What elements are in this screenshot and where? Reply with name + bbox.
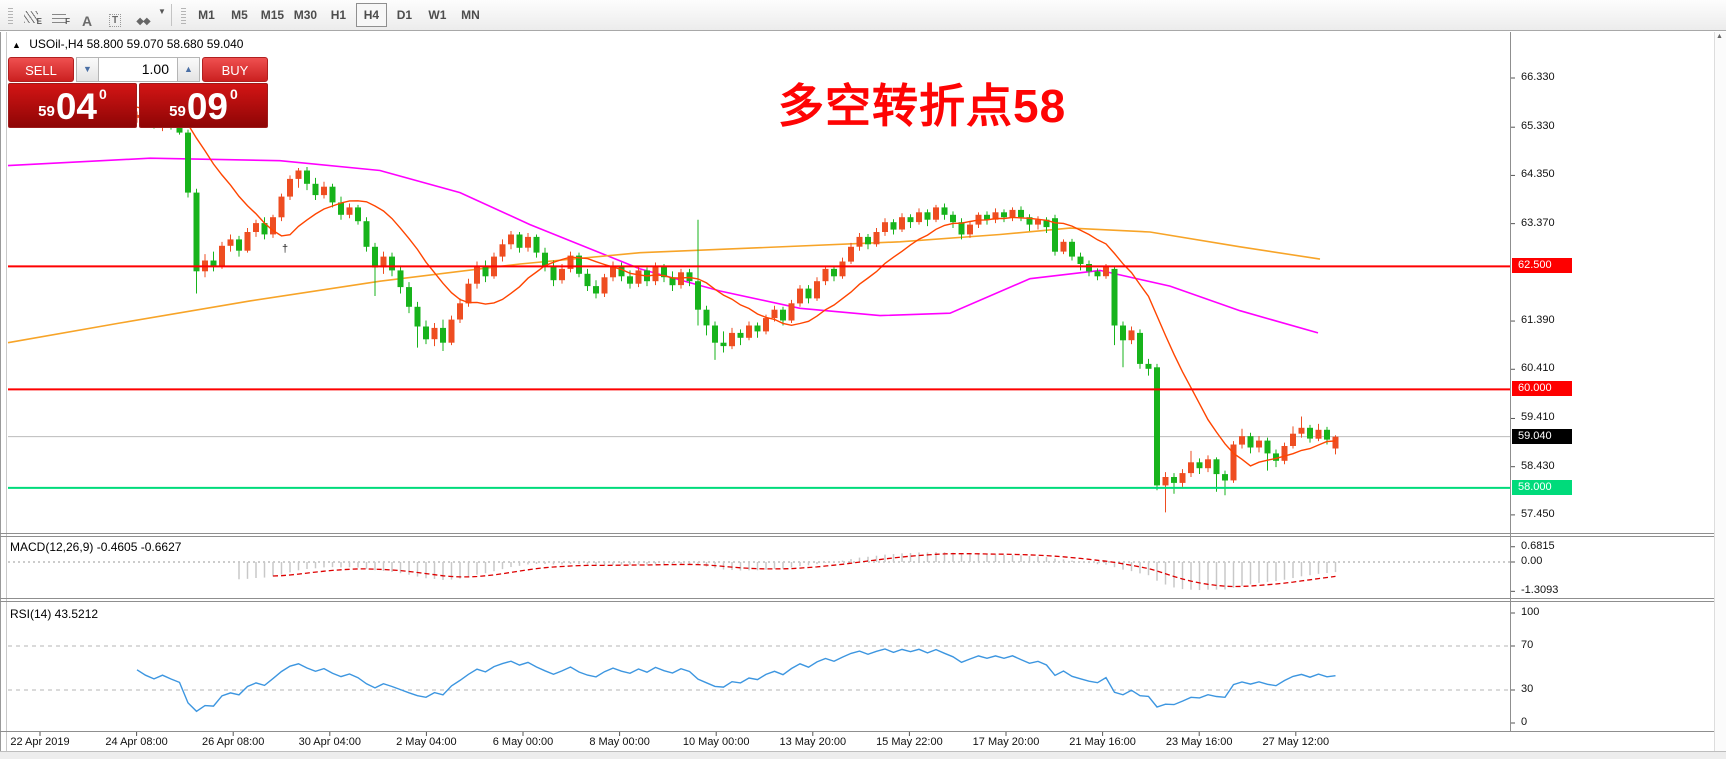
time-axis-label: 13 May 20:00 <box>779 736 847 748</box>
price-tick-label: 60.410 <box>1521 362 1555 375</box>
chevron-down-icon[interactable]: ▼ <box>158 6 166 16</box>
price-tick-label: 64.350 <box>1521 168 1555 181</box>
symbol-timeframe-label: USOil-,H4 <box>29 37 84 51</box>
rsi-panel-splitter[interactable] <box>0 598 1726 599</box>
time-axis-label: 21 May 16:00 <box>1069 736 1136 748</box>
timeframe-button-w1[interactable]: W1 <box>428 8 447 22</box>
sell-price-box[interactable]: 59 04 0 <box>8 83 137 128</box>
time-axis-label: 30 Apr 04:00 <box>298 736 361 748</box>
one-click-trading-panel: SELL ▼ 1.00 ▲ BUY 59 04 0 59 09 0 <box>8 57 268 128</box>
time-axis-label: 10 May 00:00 <box>682 736 750 748</box>
timeframe-button-h1[interactable]: H1 <box>330 8 347 22</box>
rsi-panel-splitter-inner <box>0 601 1726 602</box>
time-axis-label: 2 May 04:00 <box>396 736 457 748</box>
time-axis-label: 27 May 12:00 <box>1262 736 1330 748</box>
volume-input[interactable]: 1.00 <box>99 57 177 82</box>
timeframe-button-m30[interactable]: M30 <box>293 8 318 22</box>
price-tick-label: 59.410 <box>1521 411 1555 424</box>
level-price-badge: 58.000 <box>1512 479 1572 495</box>
arrow-objects-icon[interactable]: ◆◆ <box>136 16 150 27</box>
buy-button[interactable]: BUY <box>202 57 268 82</box>
price-tick-label: 58.430 <box>1521 459 1555 472</box>
price-tick-label: 65.330 <box>1521 120 1555 133</box>
chart-title: ▲ USOil-,H4 58.800 59.070 58.680 59.040 <box>12 37 243 51</box>
buy-price-int: 59 <box>169 103 186 120</box>
sell-price-point: 0 <box>99 86 107 102</box>
time-axis-line <box>0 731 1726 732</box>
time-axis-label: 6 May 00:00 <box>492 736 554 748</box>
buy-price-box[interactable]: 59 09 0 <box>139 83 268 128</box>
timeframe-button-m1[interactable]: M1 <box>198 8 215 22</box>
window-bottom-border <box>0 751 1726 759</box>
equidistant-channel-icon[interactable]: E <box>17 3 45 27</box>
vertical-scrollbar[interactable] <box>1714 32 1726 751</box>
text-label-icon[interactable]: T <box>101 3 129 27</box>
timeframe-button-m15[interactable]: M15 <box>260 8 285 22</box>
time-axis-label: 15 May 22:00 <box>876 736 943 748</box>
level-price-badge: 62.500 <box>1512 258 1572 274</box>
volume-increase-icon[interactable]: ▲ <box>177 57 200 82</box>
buy-price-pips: 09 <box>186 86 229 128</box>
macd-tick-label: -1.3093 <box>1521 584 1559 597</box>
chart-annotation-text: 多空转折点58 <box>778 80 1067 132</box>
price-tick-label: 63.370 <box>1521 216 1555 229</box>
macd-panel-splitter-inner <box>0 536 1726 537</box>
timeframe-button-d1[interactable]: D1 <box>396 8 413 22</box>
collapse-triangle-icon[interactable]: ▲ <box>12 40 21 50</box>
macd-tick-label: 0.6815 <box>1521 539 1555 552</box>
rsi-tick-label: 30 <box>1521 683 1534 695</box>
text-icon[interactable]: A <box>81 13 93 29</box>
toolbar-drag-handle[interactable] <box>8 6 13 24</box>
sell-price-pips: 04 <box>55 86 98 128</box>
price-tick-label: 57.450 <box>1521 507 1555 520</box>
price-tick-label: 66.330 <box>1521 71 1555 83</box>
timeframe-button-m5[interactable]: M5 <box>231 8 248 22</box>
current-price-badge: 59.040 <box>1512 428 1572 444</box>
time-axis-label: 24 Apr 08:00 <box>105 736 168 748</box>
time-axis-label: 26 Apr 08:00 <box>201 736 265 748</box>
timeframe-button-h4[interactable]: H4 <box>355 3 387 27</box>
toolbar-separator <box>170 4 172 26</box>
price-tick-label: 61.390 <box>1521 314 1555 327</box>
rsi-tick-label: 0 <box>1521 716 1528 728</box>
chart-object-marker: † <box>282 243 289 255</box>
window-left-border-inner <box>6 32 7 758</box>
time-axis-label: 22 Apr 2019 <box>10 736 70 748</box>
ohlc-values: 58.800 59.070 58.680 59.040 <box>86 37 244 51</box>
fibonacci-retracement-icon[interactable]: F <box>45 3 73 27</box>
level-price-badge: 60.000 <box>1512 381 1572 397</box>
rsi-tick-label: 100 <box>1521 606 1540 618</box>
time-axis-label: 17 May 20:00 <box>972 736 1040 748</box>
macd-panel-splitter[interactable] <box>0 533 1726 534</box>
sell-button[interactable]: SELL <box>8 57 74 82</box>
macd-tick-label: 0.00 <box>1521 555 1543 567</box>
scroll-up-icon[interactable]: ▲ <box>1716 33 1723 40</box>
volume-decrease-icon[interactable]: ▼ <box>76 57 99 82</box>
volume-stepper: ▼ 1.00 ▲ <box>76 57 200 82</box>
rsi-indicator-label: RSI(14) 43.5212 <box>10 607 99 621</box>
price-axis-line <box>1510 32 1511 731</box>
sell-price-int: 59 <box>38 103 55 120</box>
buy-price-point: 0 <box>230 86 238 102</box>
window-left-border <box>0 32 1 758</box>
macd-indicator-label: MACD(12,26,9) -0.4605 -0.6627 <box>10 540 182 554</box>
time-axis-label: 23 May 16:00 <box>1165 736 1233 748</box>
time-axis-label: 8 May 00:00 <box>589 736 650 748</box>
rsi-tick-label: 70 <box>1521 639 1534 651</box>
timeframe-drag-handle[interactable] <box>180 6 186 24</box>
timeframe-group: M1 M5 M15 M30 H1 H4 D1 W1 MN <box>190 3 487 27</box>
toolbar: E F A T ◆◆ ▼ M1 M5 M15 M30 H1 H4 D1 W1 MN <box>0 0 1726 31</box>
timeframe-button-mn[interactable]: MN <box>461 8 480 22</box>
